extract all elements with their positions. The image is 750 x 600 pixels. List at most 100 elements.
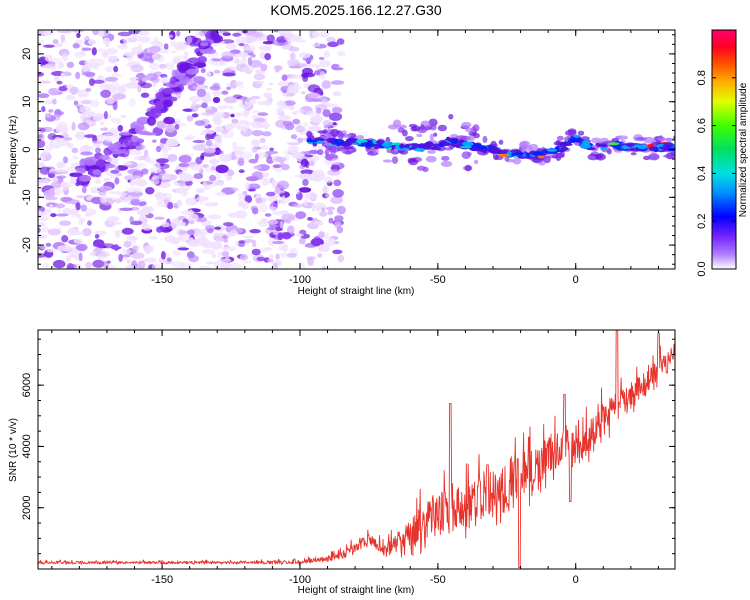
spectrogram-noise-blob [123,256,129,261]
spectrogram-noise-blob [130,35,144,42]
spectrogram-noise-blob [250,205,259,211]
spectrogram-ridge-core [349,137,358,143]
spectrogram-noise-blob [288,46,300,52]
spectrogram-noise-blob [48,87,59,96]
spectrogram-noise-blob [183,136,194,141]
spectrogram-track-blob [162,99,173,107]
spectrogram-noise-blob [144,156,151,163]
spectrogram-noise-blob [295,211,307,220]
spectrogram-ridge-core [365,142,375,148]
spectrogram-noise-blob [324,103,338,108]
spectrogram-noise-blob [253,73,266,81]
spectrogram-noise-blob [111,118,122,124]
spectrogram-noise-blob [89,99,100,108]
spectrogram-noise-blob [84,110,93,119]
spectrogram-noise-blob [205,133,211,141]
spectrogram-noise-blob [130,64,144,73]
spectrogram-noise-blob [63,137,73,141]
spectrogram-track-blob [169,76,177,85]
spectrogram-noise-blob [238,196,245,203]
spectrogram-noise-blob [196,196,209,202]
spectrogram-noise-blob [171,249,181,256]
spectrogram-noise-blob [284,33,297,42]
spectrogram-noise-blob [205,139,213,147]
spectrogram-noise-blob [93,65,99,70]
spectrogram-ridge-halo [473,159,479,165]
spectrogram-noise-blob [195,156,203,165]
spectrogram-noise-blob [189,164,204,171]
spectrogram-ridge-core [472,148,484,152]
colorbar-ticks: 0.0 0.2 0.4 0.6 0.8 [696,29,737,277]
spectrogram-noise-blob [167,201,174,210]
spectrogram-noise-blob [194,31,201,39]
spectrogram-noise-blob [112,101,118,111]
spectrogram-noise-blob [112,93,126,100]
spectrogram-noise-blob [273,30,280,33]
spectrogram-noise-blob [214,126,224,133]
spectrogram-noise-blob [225,42,237,50]
spectrogram-noise-blob [119,207,133,211]
spectrogram-x-axis-label: Height of straight line (km) [298,286,415,297]
spectrogram-noise-blob [250,53,256,58]
spectrogram-noise-blob [315,64,321,72]
spectrogram-noise-blob [297,109,306,114]
spectrogram-ridge-halo [416,165,426,171]
spectrogram-ridge-core [525,152,531,157]
spectrogram-noise-blob [289,52,296,60]
snr-panel: -150 -100 -50 0 2000 4000 6000 Height of stra… [8,329,676,596]
spectrogram-noise-blob [307,257,315,266]
snr-x-ticks: -150 -100 -50 0 [51,330,659,586]
spectrogram-noise-blob [272,230,280,236]
spectrogram-noise-blob [223,222,234,227]
spectrogram-noise-blob [317,253,323,258]
spectrogram-noise-blob [224,124,234,131]
spectrogram-noise-blob [207,214,222,220]
spectrogram-ridge-core [629,147,642,152]
spectrogram-noise-blob [204,225,216,232]
spectrogram-noise-blob [62,127,69,133]
spectrogram-noise-blob [126,259,132,264]
spectrogram-ridge-core [493,149,502,154]
spectrogram-noise-blob [247,183,261,190]
spectrogram-noise-blob [330,196,344,205]
spectrogram-noise-blob [250,95,261,100]
spectrogram-noise-blob [93,112,103,122]
spectrogram-noise-blob [249,229,261,234]
spectrogram-noise-blob [254,153,259,161]
spectrogram-track-blob [210,30,220,40]
spectrogram-ridge-halo [448,113,454,120]
snr-frame [37,329,676,570]
spectrogram-noise-blob [234,58,240,65]
spectrogram-noise-blob [238,43,245,47]
spectrogram-ridge-halo [441,155,450,161]
spectrogram-ridge-core [573,134,580,138]
spectrogram-noise-blob [222,32,231,36]
spectrogram-noise-blob [269,147,274,152]
spectrogram-noise-blob [321,98,328,105]
spectrogram-noise-blob [295,63,308,67]
spectrogram-noise-blob [267,194,278,202]
spectrogram-noise-blob [281,232,292,240]
spectrogram-noise-blob [87,220,92,226]
spectrogram-noise-blob [337,254,345,263]
spectrogram-noise-blob [38,162,45,168]
spectrogram-y-ticks: -20 -10 0 10 20 [21,34,675,265]
spectrogram-noise-blob [72,155,80,160]
spectrogram-noise-blob [114,177,120,185]
spectrogram-noise-blob [77,122,90,131]
spectrogram-noise-blob [232,141,237,148]
spectrogram-noise-blob [159,192,173,200]
spectrogram-noise-blob [117,31,132,37]
spectrogram-noise-blob [178,155,192,163]
spectrogram-noise-blob [45,144,54,151]
spectrogram-noise-blob [248,158,258,164]
spectrogram-noise-blob [105,48,118,55]
spectrogram-noise-blob [277,232,283,241]
spectrogram-noise-blob [163,43,169,50]
spectrogram-noise-blob [211,253,217,259]
spectrogram-ridge-core [368,140,373,143]
spectrogram-noise-blob [311,173,325,182]
spectrogram-noise-blob [204,166,212,173]
spectrogram-noise-blob [232,32,242,37]
spectrogram-ridge-halo [666,137,672,143]
